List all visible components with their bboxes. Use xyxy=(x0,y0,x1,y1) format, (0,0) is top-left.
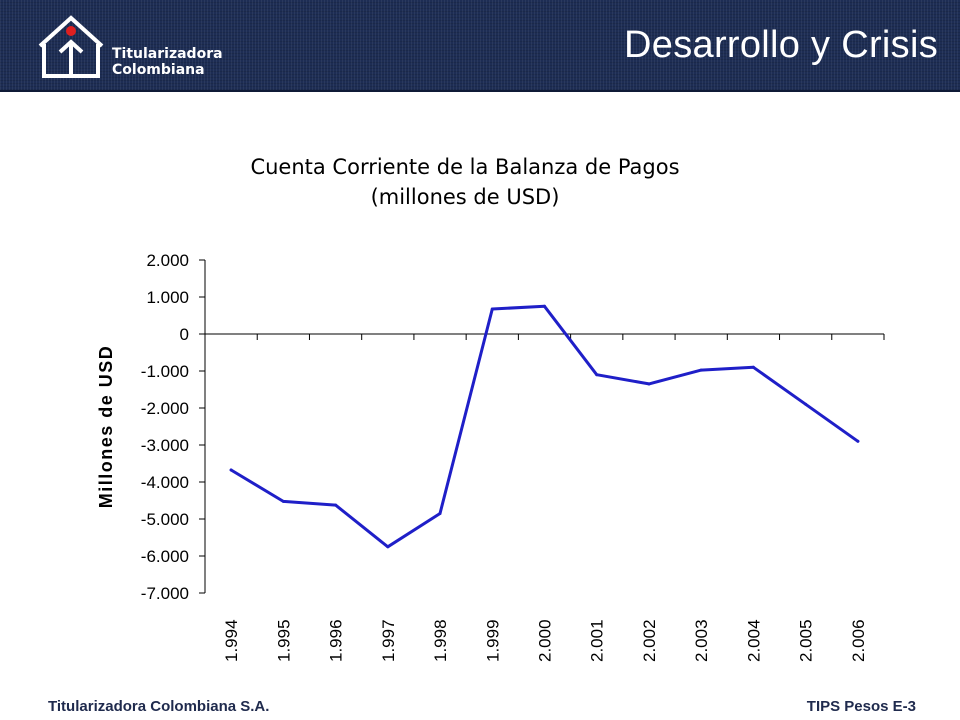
y-tick-label: 2.000 xyxy=(146,251,189,270)
data-point xyxy=(804,402,808,406)
y-tick-label: 1.000 xyxy=(146,288,189,307)
x-tick-label: 1.998 xyxy=(431,619,450,662)
x-tick-label: 2.006 xyxy=(849,619,868,662)
titularizadora-logo-icon xyxy=(38,15,104,78)
y-tick-label: -6.000 xyxy=(141,547,189,566)
x-tick-label: 1.995 xyxy=(274,619,293,662)
page-title: Desarrollo y Crisis xyxy=(624,24,938,66)
data-point xyxy=(751,365,755,369)
chart-subtitle: (millones de USD) xyxy=(370,185,560,209)
current-account-line-chart: 2.000 1.000 0 -1.000 -2.000 -3.000 -4.000 -5.00… xyxy=(96,251,885,662)
data-point xyxy=(229,468,233,472)
x-tick-label: 2.000 xyxy=(536,619,555,662)
chart-title-block: Cuenta Corriente de la Balanza de Pagos … xyxy=(160,152,770,212)
x-tick-label: 2.003 xyxy=(692,619,711,662)
x-tick-label: 2.001 xyxy=(588,619,607,662)
y-tick-label: -7.000 xyxy=(141,584,189,603)
footer-company: Titularizadora Colombiana S.A. xyxy=(48,698,270,715)
data-point xyxy=(856,439,860,443)
x-tick-label: 1.996 xyxy=(327,619,346,662)
series-line xyxy=(229,304,860,549)
data-point xyxy=(490,307,494,311)
data-point xyxy=(438,511,442,515)
data-point xyxy=(595,373,599,377)
footer-document-id: TIPS Pesos E-3 xyxy=(806,698,916,715)
data-point xyxy=(281,499,285,503)
data-point xyxy=(647,382,651,386)
y-tick-label: -2.000 xyxy=(141,399,189,418)
x-tick-label: 1.999 xyxy=(483,619,502,662)
logo-line-2: Colombiana xyxy=(112,62,205,78)
x-tick-label: 1.994 xyxy=(222,619,241,662)
x-tick-label: 2.004 xyxy=(744,619,763,662)
data-point xyxy=(699,368,703,372)
data-point xyxy=(334,503,338,507)
y-tick-label: -4.000 xyxy=(141,473,189,492)
data-point xyxy=(543,304,546,308)
logo-wordmark: Titularizadora Colombiana xyxy=(112,46,223,78)
x-tick-label: 2.002 xyxy=(640,619,659,662)
y-tick-label: 0 xyxy=(180,325,189,344)
y-tick-label: -1.000 xyxy=(141,362,189,381)
chart-title: Cuenta Corriente de la Balanza de Pagos xyxy=(250,155,680,179)
header-banner: Titularizadora Colombiana Desarrollo y C… xyxy=(0,0,960,92)
data-point xyxy=(386,545,390,549)
y-axis-title: Millones de USD xyxy=(96,345,116,509)
logo-line-1: Titularizadora xyxy=(112,46,223,62)
y-tick-label: -3.000 xyxy=(141,436,189,455)
x-tick-label: 1.997 xyxy=(379,619,398,662)
y-tick-label: -5.000 xyxy=(141,510,189,529)
x-tick-label: 2.005 xyxy=(797,619,816,662)
